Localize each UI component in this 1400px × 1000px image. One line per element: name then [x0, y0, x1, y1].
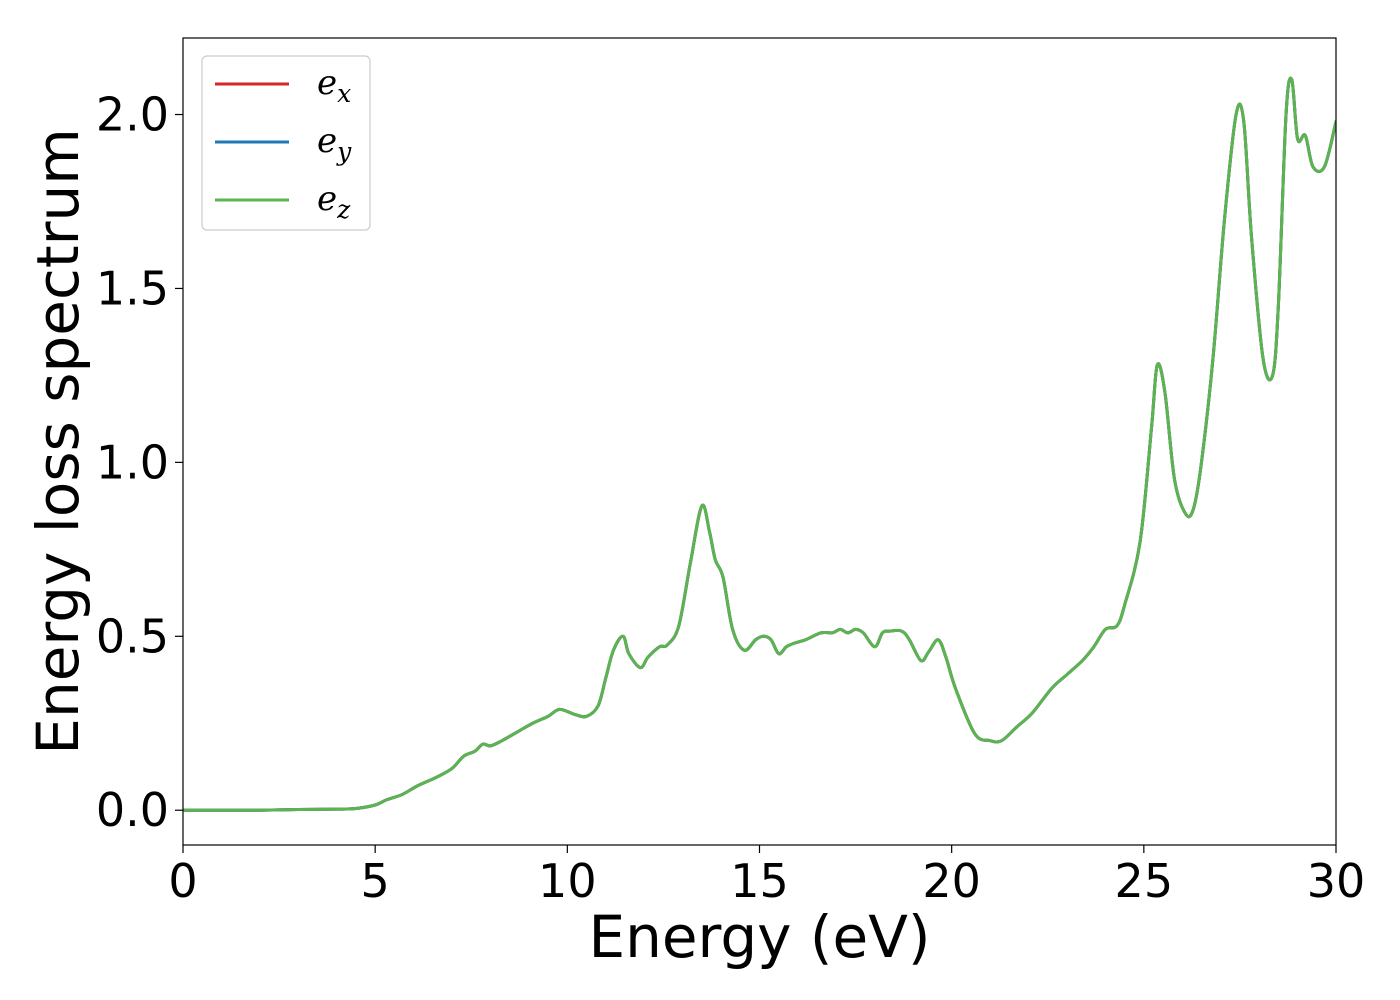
x-tick-label: 20 — [922, 854, 981, 908]
legend-label-subscript: x — [337, 79, 351, 108]
legend-label-subscript: y — [336, 137, 352, 166]
y-tick-label: 2.0 — [96, 88, 169, 142]
x-axis-label: Energy (eV) — [588, 903, 930, 971]
y-tick-label: 0.5 — [96, 609, 169, 663]
legend-label-subscript: z — [336, 195, 351, 224]
legend-label-base: e — [317, 179, 337, 219]
legend-label-base: e — [317, 63, 337, 103]
y-tick-label: 0.0 — [96, 783, 169, 837]
y-axis-label: Energy loss spectrum — [24, 128, 92, 754]
x-tick-label: 15 — [730, 854, 789, 908]
y-axis-ticks: 0.0 0.5 1.0 1.5 2.0 — [96, 88, 183, 837]
series-layer — [183, 76, 1336, 812]
x-axis-ticks: 0 5 10 15 20 25 30 — [168, 845, 1365, 908]
x-tick-label: 30 — [1307, 854, 1366, 908]
legend-label-z: ez — [317, 179, 351, 224]
x-tick-label: 10 — [538, 854, 597, 908]
legend-label-y: ey — [317, 121, 352, 166]
x-tick-label: 5 — [361, 854, 390, 908]
series-line-z — [183, 76, 1336, 812]
x-tick-label: 25 — [1115, 854, 1174, 908]
x-tick-label: 0 — [168, 854, 197, 908]
y-tick-label: 1.0 — [96, 435, 169, 489]
y-tick-label: 1.5 — [96, 261, 169, 315]
legend-label-x: ex — [317, 63, 351, 108]
legend-label-base: e — [317, 121, 337, 161]
